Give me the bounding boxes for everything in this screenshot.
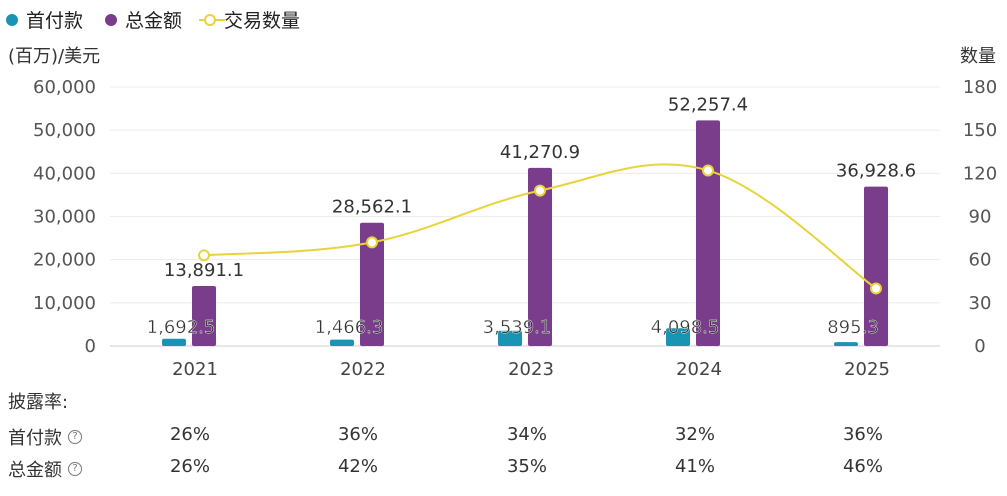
right-axis-unit: 数量: [960, 46, 996, 67]
table-cell: 32%: [674, 424, 715, 445]
table-cell: 26%: [169, 424, 210, 445]
disclosure-row-total-amount: 总金额 ? 26% 42% 35% 41% 46%: [0, 456, 1007, 482]
x-axis-tick-label: 2023: [508, 359, 554, 380]
combo-chart: 0 10,000 20,000 30,000 40,000 50,000 60,000 0 30…: [33, 77, 997, 380]
legend-item-deal-count[interactable]: 交易数量: [199, 6, 301, 33]
data-label-down-payment: 3,539.1: [483, 317, 552, 338]
legend-item-total-amount[interactable]: 总金额: [105, 6, 182, 33]
help-icon[interactable]: ?: [68, 462, 82, 476]
disclosure-row-down-payment: 首付款 ? 26% 36% 34% 32% 36%: [0, 424, 1007, 450]
disclosure-title: 披露率:: [8, 392, 69, 413]
left-axis-unit: (百万)/美元: [8, 46, 101, 67]
bar-total-amount: [864, 186, 888, 346]
point-deal-count: [366, 236, 378, 249]
right-axis-tick-label: 180: [963, 77, 997, 98]
bar-total-amount: [192, 286, 216, 346]
table-cell: 35%: [506, 456, 547, 477]
bar-down-payment: [834, 342, 858, 346]
data-label-down-payment: 1,692.5: [147, 317, 216, 338]
legend-label: 首付款: [26, 10, 84, 32]
data-label-total-amount: 41,270.9: [500, 142, 580, 163]
table-cell: 36%: [842, 424, 883, 445]
x-axis-tick-label: 2022: [340, 359, 386, 380]
legend-ring-icon: [199, 13, 226, 26]
table-cell: 26%: [169, 456, 210, 477]
right-axis-tick-label: 60: [969, 250, 992, 271]
bar-down-payment: [666, 328, 690, 346]
right-axis-tick-label: 150: [963, 120, 997, 141]
bar-down-payment: [498, 330, 522, 346]
left-axis-tick-label: 20,000: [33, 250, 96, 271]
data-label-down-payment: 4,098.5: [651, 317, 720, 338]
right-axis-tick-label: 90: [969, 207, 992, 228]
left-axis-tick-label: 40,000: [33, 163, 96, 184]
x-axis-tick-label: 2021: [172, 359, 218, 380]
point-deal-count: [702, 164, 714, 177]
bar-down-payment: [330, 339, 354, 346]
bar-down-payment: [162, 338, 186, 346]
x-axis-tick-label: 2025: [844, 359, 890, 380]
data-label-total-amount: 28,562.1: [332, 197, 412, 218]
right-axis-tick-label: 30: [969, 293, 992, 314]
legend-dot-icon: [105, 13, 118, 26]
table-cell: 42%: [337, 456, 378, 477]
point-deal-count: [198, 249, 210, 262]
legend-label: 总金额: [125, 10, 183, 32]
legend-dot-icon: [6, 13, 18, 26]
help-icon[interactable]: ?: [68, 430, 82, 444]
right-axis-tick-label: 120: [963, 163, 997, 184]
table-cell: 41%: [674, 456, 715, 477]
data-label-total-amount: 36,928.6: [836, 161, 916, 182]
left-axis-tick-label: 10,000: [33, 293, 96, 314]
row-label: 总金额 ?: [8, 456, 82, 482]
table-cell: 34%: [506, 424, 547, 445]
data-label-down-payment: 1,466.3: [315, 317, 384, 338]
bar-total-amount: [360, 222, 384, 346]
data-label-total-amount: 13,891.1: [164, 260, 244, 281]
row-label-text: 总金额: [8, 460, 62, 481]
point-deal-count: [534, 184, 546, 197]
data-label-total-amount: 52,257.4: [668, 94, 748, 115]
row-label-text: 首付款: [8, 428, 62, 449]
left-axis-tick-label: 50,000: [33, 120, 96, 141]
x-axis-tick-label: 2024: [676, 359, 722, 380]
table-cell: 46%: [842, 456, 883, 477]
bar-total-amount: [528, 167, 552, 346]
point-deal-count: [870, 282, 882, 295]
right-axis-tick-label: 0: [974, 336, 985, 357]
row-label: 首付款 ?: [8, 424, 82, 450]
legend-label: 交易数量: [224, 10, 301, 32]
data-label-down-payment: 895.3: [827, 317, 879, 338]
left-axis-tick-label: 60,000: [33, 77, 96, 98]
left-axis-tick-label: 30,000: [33, 207, 96, 228]
table-cell: 36%: [337, 424, 378, 445]
left-axis-tick-label: 0: [85, 336, 96, 357]
legend-item-down-payment[interactable]: 首付款: [6, 6, 83, 33]
bar-total-amount: [696, 120, 720, 346]
legend: 首付款 总金额 交易数量: [6, 6, 322, 33]
